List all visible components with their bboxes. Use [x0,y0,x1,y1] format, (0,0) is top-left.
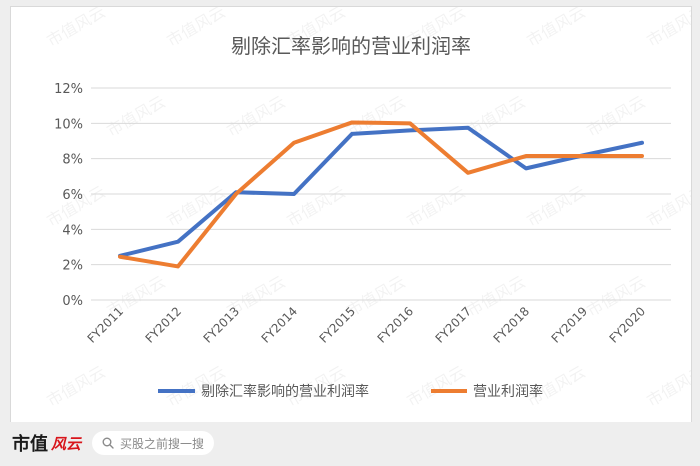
x-tick-label: FY2013 [201,304,243,346]
watermark-text: 市值风云 [644,362,692,410]
x-tick-label: FY2015 [317,304,359,346]
watermark-text: 市值风云 [44,7,109,50]
chart-title: 剔除汇率影响的营业利润率 [231,34,471,58]
watermark-text: 市值风云 [404,182,469,230]
y-tick-label: 2% [62,259,83,274]
x-tick-label: FY2020 [607,304,649,346]
x-tick-label: FY2011 [85,304,127,346]
watermark-text: 市值风云 [524,182,589,230]
y-tick-label: 6% [62,188,83,203]
watermark-text: 市值风云 [44,362,109,410]
y-tick-label: 10% [54,117,83,132]
x-tick-label: FY2018 [491,304,533,346]
search-placeholder: 买股之前搜一搜 [120,436,205,451]
x-tick-label: FY2016 [375,304,417,346]
y-tick-label: 12% [54,82,83,97]
watermark-text: 市值风云 [284,182,349,230]
x-tick-label: FY2019 [549,304,591,346]
watermark-text: 市值风云 [164,7,229,50]
watermark-text: 市值风云 [644,182,692,230]
search-box[interactable]: 买股之前搜一搜 [92,431,214,455]
search-icon [102,437,114,449]
watermark-text: 市值风云 [404,362,469,410]
footer-bar: 市值 风云 买股之前搜一搜 [0,422,700,466]
watermark-text: 市值风云 [644,7,692,50]
series-line-2 [118,120,644,269]
series-line-1 [118,125,644,258]
brand-logo[interactable]: 市值 风云 [12,430,81,456]
legend-label-1: 剔除汇率影响的营业利润率 [201,383,369,400]
watermark-text: 市值风云 [524,7,589,50]
y-tick-label: 4% [62,223,83,238]
watermark-text: 市值风云 [224,92,289,140]
brand-script: 风云 [51,434,82,453]
y-tick-label: 0% [62,294,83,309]
x-tick-label: FY2017 [433,304,475,346]
y-tick-label: 8% [62,153,83,168]
legend-label-2: 营业利润率 [473,383,543,400]
watermark-text: 市值风云 [104,92,169,140]
x-tick-label: FY2014 [259,304,301,346]
watermark-text: 市值风云 [584,92,649,140]
chart-card: 市值风云 市值风云 市值风云 市值风云 市值风云 市值风云 市值风云 市值风云 市值风云 市值风云… [10,6,692,424]
brand-name: 市值 [12,434,48,455]
x-tick-label: FY2012 [143,304,185,346]
